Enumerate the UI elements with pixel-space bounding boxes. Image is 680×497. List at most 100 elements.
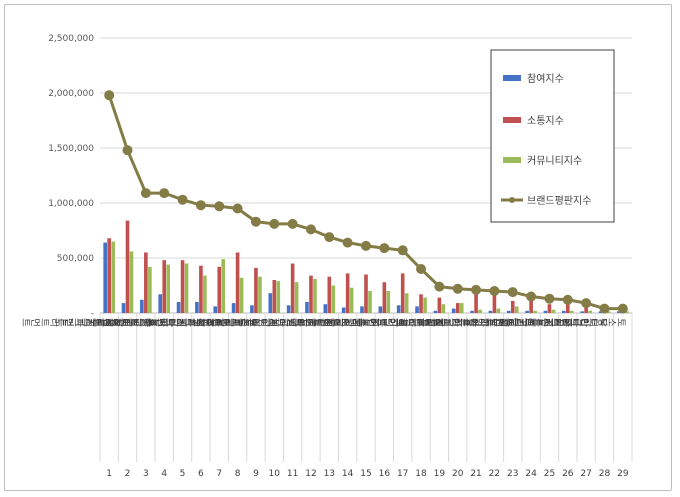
category-label: 힐링버드트리트먼트 bbox=[357, 316, 443, 327]
brand-index-point bbox=[269, 218, 280, 229]
rank-label: 27 bbox=[580, 469, 591, 479]
bar-참여지수 bbox=[415, 306, 419, 313]
brand-index-point bbox=[599, 303, 610, 314]
bar-소통지수 bbox=[584, 306, 588, 313]
bar-참여지수 bbox=[451, 308, 456, 313]
brand-index-point bbox=[287, 218, 298, 229]
bar-참여지수 bbox=[543, 310, 548, 313]
category-label: 아윤트리트먼트 bbox=[413, 316, 480, 327]
legend-swatch bbox=[503, 157, 521, 163]
bar-참여지수 bbox=[176, 302, 181, 313]
bar-참여지수 bbox=[470, 310, 474, 313]
bar-소통지수 bbox=[565, 303, 570, 313]
bar-커뮤니티지수 bbox=[606, 311, 611, 313]
rank-label: 13 bbox=[324, 469, 335, 479]
bar-참여지수 bbox=[213, 306, 218, 313]
rank-label: 23 bbox=[507, 469, 518, 479]
bar-소통지수 bbox=[162, 260, 167, 313]
bar-소통지수 bbox=[125, 220, 130, 313]
bar-커뮤니티지수 bbox=[386, 291, 391, 313]
category-label: 로픈트리트먼트 bbox=[486, 316, 553, 327]
bar-소통지수 bbox=[547, 304, 552, 313]
bar-참여지수 bbox=[323, 304, 328, 313]
category-label: 팬틴트리트먼트 bbox=[266, 316, 333, 327]
brand-index-point bbox=[342, 237, 353, 248]
bar-커뮤니티지수 bbox=[129, 251, 134, 313]
legend-label: 커뮤니티지수 bbox=[527, 155, 582, 167]
brand-index-point bbox=[434, 281, 445, 292]
bar-커뮤니티지수 bbox=[459, 303, 464, 313]
bar-참여지수 bbox=[286, 305, 291, 313]
category-label: 제이숲트리트먼트 bbox=[202, 316, 278, 327]
bar-소통지수 bbox=[529, 300, 533, 313]
rank-label: 19 bbox=[434, 469, 446, 479]
legend-marker bbox=[509, 197, 515, 203]
bar-참여지수 bbox=[488, 310, 493, 313]
category-label: 박준트리트먼트 bbox=[321, 316, 388, 327]
bar-참여지수 bbox=[231, 303, 236, 313]
category-label: 토소웅트리트먼트 bbox=[550, 316, 626, 327]
bar-커뮤니티지수 bbox=[184, 263, 189, 313]
category-label: 츠바키트리트먼트 bbox=[238, 316, 314, 327]
rank-label: 25 bbox=[544, 469, 555, 479]
category-label: 닥터탑트리트먼트 bbox=[532, 316, 608, 327]
bar-참여지수 bbox=[341, 307, 346, 313]
rank-label: 12 bbox=[305, 469, 316, 479]
rank-label: 2 bbox=[125, 469, 131, 479]
bar-참여지수 bbox=[396, 305, 401, 313]
brand-index-point bbox=[195, 200, 206, 211]
bar-커뮤니티지수 bbox=[441, 304, 446, 313]
category-label: 로블루트리트먼트 bbox=[147, 316, 223, 327]
brand-index-point bbox=[177, 194, 188, 205]
bar-참여지수 bbox=[525, 310, 529, 313]
bar-소통지수 bbox=[437, 297, 442, 313]
bar-참여지수 bbox=[378, 306, 383, 313]
brand-index-point bbox=[452, 283, 463, 294]
rank-label: 20 bbox=[452, 469, 464, 479]
legend-swatch bbox=[503, 117, 521, 123]
rank-label: 5 bbox=[180, 469, 186, 479]
bar-소통지수 bbox=[492, 294, 497, 313]
brand-index-point bbox=[379, 243, 390, 254]
brand-index-point bbox=[581, 298, 592, 309]
bar-소통지수 bbox=[382, 282, 387, 313]
category-label: 닥터시드트리트먼트 bbox=[486, 316, 572, 327]
bar-커뮤니티지수 bbox=[569, 310, 574, 313]
y-tick-label: 500,000 bbox=[57, 254, 94, 264]
legend-label: 브랜드평판지수 bbox=[527, 195, 591, 207]
x-axis-labels: 헤드스파7트리트먼트 1 미장센트리트먼트 2 양방트리트먼트 3 아모스트리트먼트 4 케라시… bbox=[21, 313, 633, 479]
category-label: 안나플러스트리트먼트 bbox=[495, 316, 590, 327]
y-axis: - 500,000 1,000,000 1,500,000 2,000,000 2,500… bbox=[48, 34, 94, 319]
rank-label: 24 bbox=[525, 469, 537, 479]
bar-소통지수 bbox=[455, 303, 460, 313]
category-label: 케라스타즈트리트먼트 bbox=[109, 316, 204, 327]
legend-swatch bbox=[503, 75, 521, 81]
y-tick-label: 1,000,000 bbox=[48, 199, 94, 209]
brand-index-point bbox=[507, 287, 518, 298]
bar-소통지수 bbox=[345, 273, 350, 313]
bar-참여지수 bbox=[598, 311, 603, 313]
rank-label: 1 bbox=[106, 469, 112, 479]
rank-label: 18 bbox=[415, 469, 427, 479]
y-tick-label: - bbox=[91, 309, 94, 319]
bar-참여지수 bbox=[121, 303, 126, 313]
bar-커뮤니티지수 bbox=[349, 287, 354, 313]
category-label: 쿤달트리트먼트 bbox=[358, 316, 425, 327]
bar-커뮤니티지수 bbox=[368, 291, 372, 313]
brand-index-point bbox=[397, 245, 408, 256]
bar-커뮤니티지수 bbox=[276, 281, 281, 313]
rank-label: 15 bbox=[360, 469, 371, 479]
category-label: 려트리트먼트 bbox=[294, 316, 352, 327]
brand-index-point bbox=[471, 284, 482, 295]
bar-커뮤니티지수 bbox=[331, 285, 336, 313]
rank-label: 16 bbox=[379, 469, 391, 479]
rank-label: 9 bbox=[253, 469, 259, 479]
rank-label: 22 bbox=[489, 469, 500, 479]
bar-커뮤니티지수 bbox=[533, 310, 537, 313]
bar-소통지수 bbox=[510, 300, 515, 313]
brand-index-line bbox=[104, 90, 628, 314]
brand-index-point bbox=[104, 90, 115, 101]
rank-label: 6 bbox=[198, 469, 204, 479]
bar-소통지수 bbox=[217, 266, 222, 313]
legend-label: 참여지수 bbox=[527, 73, 564, 85]
